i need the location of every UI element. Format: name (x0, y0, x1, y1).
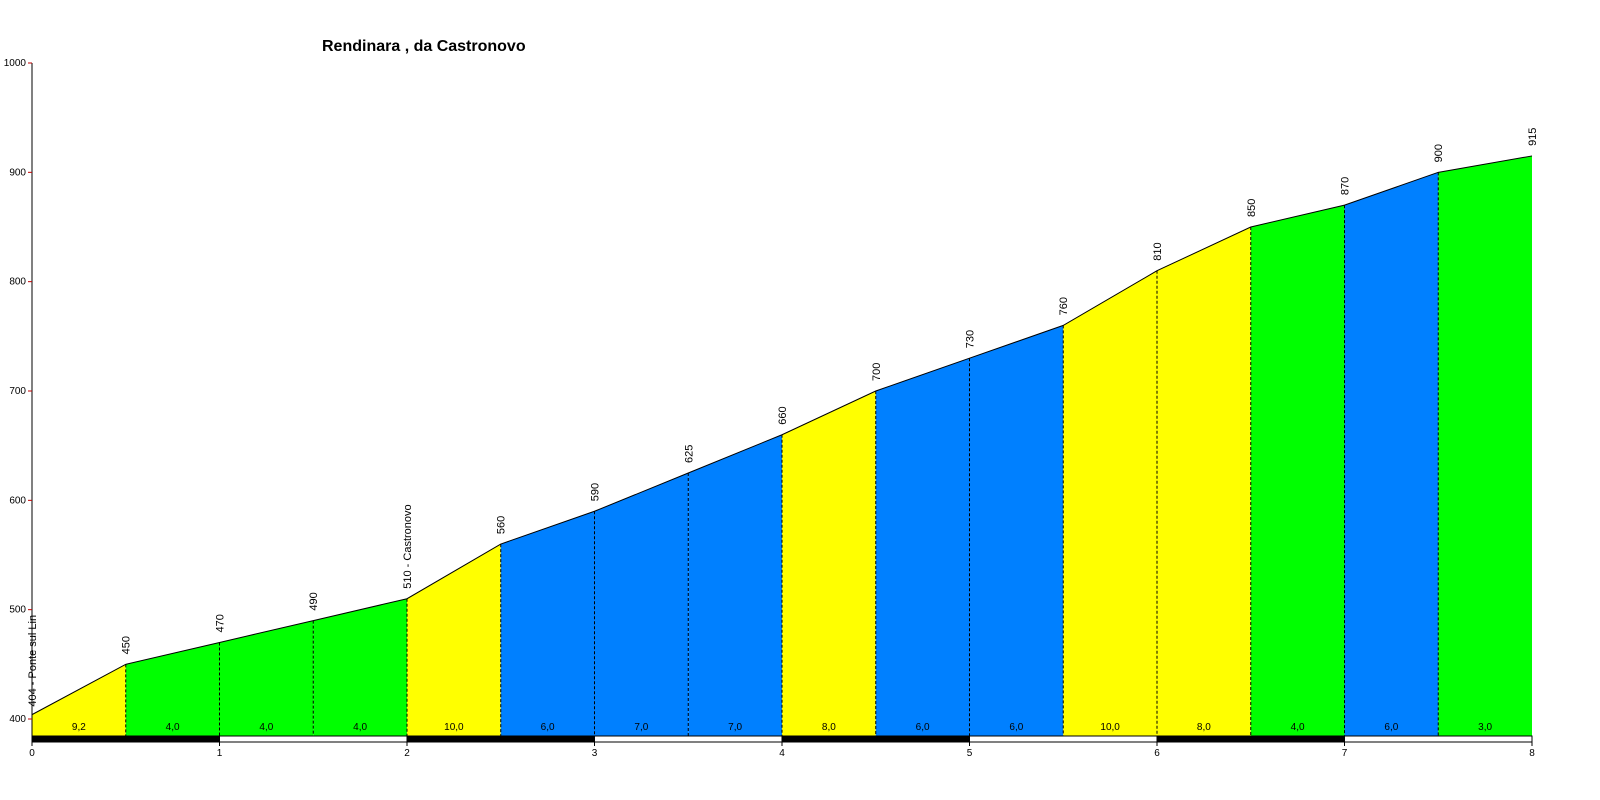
x-tick-label-4: 4 (779, 748, 785, 759)
gradient-label-15: 3,0 (1478, 722, 1492, 733)
elevation-label-15: 900 (1433, 144, 1445, 162)
segment-fill-1 (125, 642, 220, 736)
elevation-label-9: 700 (871, 363, 883, 381)
gradient-label-2: 4,0 (259, 722, 273, 733)
elevation-label-12: 810 (1152, 242, 1164, 260)
y-tick-label-6: 1000 (4, 58, 27, 69)
gradient-label-1: 4,0 (166, 722, 180, 733)
segment-fill-2 (219, 620, 314, 736)
segment-fill-0 (32, 664, 126, 736)
elevation-label-13: 850 (1246, 199, 1258, 217)
km-bar-1 (219, 735, 408, 743)
profile-line-group (31, 155, 1533, 716)
x-tick-label-3: 3 (592, 748, 598, 759)
km-bar-4 (781, 735, 970, 743)
elevation-label-14: 870 (1340, 177, 1352, 195)
profile-line (31, 155, 1533, 716)
gradient-label-13: 4,0 (1291, 722, 1305, 733)
segment-fill-9 (875, 358, 970, 736)
x-tick-label-7: 7 (1342, 748, 1348, 759)
y-tick-label-1: 500 (9, 605, 26, 616)
gradient-label-8: 8,0 (822, 722, 836, 733)
y-tick-label-5: 900 (9, 167, 26, 178)
gradient-label-0: 9,2 (72, 722, 86, 733)
segment-fill-5 (500, 511, 595, 736)
x-tick-label-8: 8 (1529, 748, 1535, 759)
km-scale-bar (31, 735, 1533, 743)
elevation-label-6: 590 (590, 483, 602, 501)
elevation-label-4: 510 - Castronovo (402, 504, 414, 588)
gradient-label-10: 6,0 (1009, 722, 1023, 733)
x-tick-label-0: 0 (29, 748, 35, 759)
segment-fill-14 (1344, 172, 1439, 737)
gradient-label-7: 7,0 (728, 722, 742, 733)
elevation-label-16: 915 (1527, 128, 1539, 146)
segment-fill-7 (688, 434, 782, 736)
gradient-label-5: 6,0 (541, 722, 555, 733)
km-bar-6 (1156, 735, 1345, 743)
tick-labels: 400 500 600 700 800 900 1000 0 1 2 3 4 5 6 7 8 (4, 58, 1535, 759)
elevation-label-1: 450 (121, 636, 133, 654)
segment-fill-8 (782, 391, 876, 736)
segment-fill-11 (1063, 270, 1157, 736)
km-bar-3 (594, 735, 783, 743)
km-bar-2 (406, 735, 595, 743)
km-bar-0 (31, 735, 220, 743)
x-tick-label-2: 2 (404, 748, 410, 759)
y-tick-label-4: 800 (9, 277, 26, 288)
gradient-labels: 9,2 4,0 4,0 4,0 10,0 6,0 7,0 7,0 8,0 6,0 6,0 10,0 8,… (72, 722, 1493, 733)
gradient-label-9: 6,0 (916, 722, 930, 733)
elevation-label-2: 470 (215, 614, 227, 632)
y-tick-label-2: 600 (9, 495, 26, 506)
elevation-label-7: 625 (683, 445, 695, 463)
y-tick-label-0: 400 (9, 714, 26, 725)
gradient-label-11: 10,0 (1100, 722, 1120, 733)
elevation-label-11: 760 (1058, 297, 1070, 315)
segment-fill-12 (1157, 227, 1251, 736)
elevation-labels: 404 - Ponte sul Lin 450 470 490 510 - Castro… (27, 128, 1539, 707)
elevation-label-8: 660 (777, 406, 789, 424)
chart-title: Rendinara , da Castronovo (322, 38, 526, 55)
gradient-label-12: 8,0 (1197, 722, 1211, 733)
gradient-label-3: 4,0 (353, 722, 367, 733)
x-tick-label-6: 6 (1154, 748, 1160, 759)
x-tick-label-1: 1 (217, 748, 223, 759)
gradient-label-6: 7,0 (634, 722, 648, 733)
segment-fill-13 (1250, 205, 1345, 737)
segment-fill-10 (969, 325, 1064, 736)
segment-fill-4 (407, 544, 501, 736)
segment-fills (32, 155, 1532, 737)
segment-dividers (125, 172, 1439, 736)
gradient-label-14: 6,0 (1384, 722, 1398, 733)
elevation-label-3: 490 (308, 592, 320, 610)
gradient-label-4: 10,0 (444, 722, 464, 733)
elevation-label-10: 730 (965, 330, 977, 348)
km-bar-7 (1344, 735, 1533, 743)
elevation-label-5: 560 (496, 516, 508, 534)
km-bar-5 (969, 735, 1158, 743)
x-tick-label-5: 5 (967, 748, 973, 759)
segment-fill-6 (594, 473, 689, 736)
segment-fill-3 (313, 598, 407, 736)
segment-fill-15 (1438, 155, 1532, 736)
elevation-label-0: 404 - Ponte sul Lin (27, 615, 39, 707)
y-tick-label-3: 700 (9, 386, 26, 397)
